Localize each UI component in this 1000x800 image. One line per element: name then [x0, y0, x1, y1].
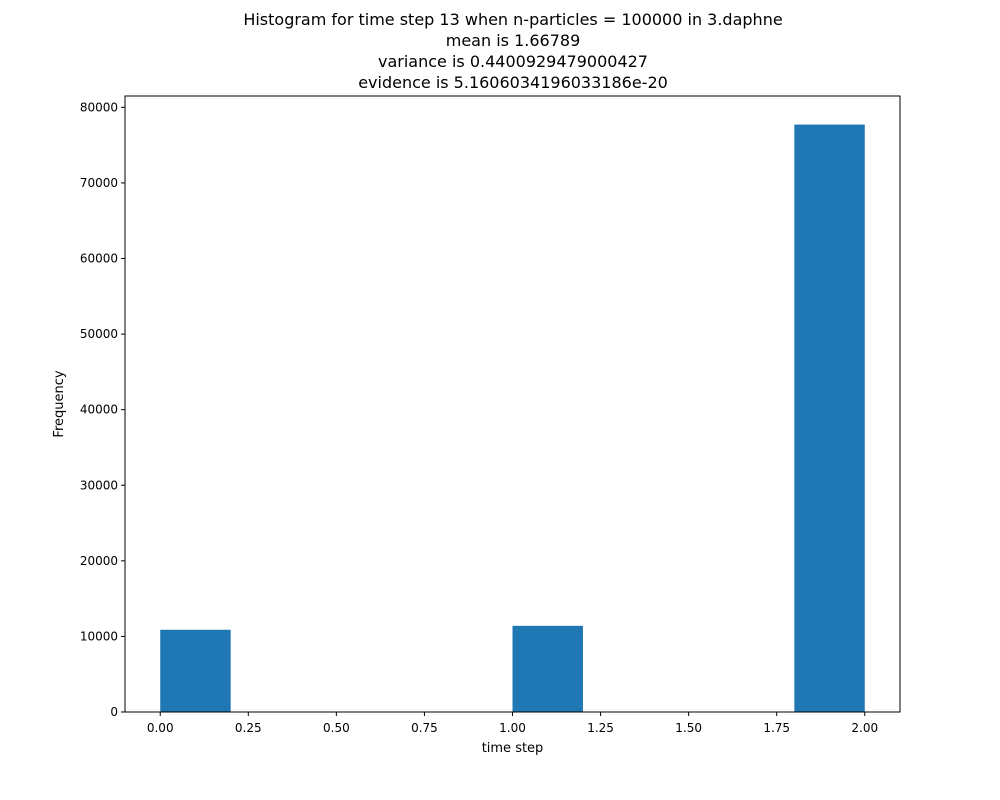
y-tick-label-7: 70000: [80, 176, 118, 190]
x-tick-label-8: 2.00: [851, 721, 878, 735]
x-tick-label-6: 1.50: [675, 721, 702, 735]
x-tick-label-5: 1.25: [587, 721, 614, 735]
title-line-1: Histogram for time step 13 when n-partic…: [243, 10, 782, 29]
x-tick-label-0: 0.00: [147, 721, 174, 735]
y-tick-label-8: 80000: [80, 100, 118, 114]
x-tick-label-1: 0.25: [235, 721, 262, 735]
histogram-bars: [160, 124, 865, 712]
x-axis-ticks: 0.00 0.25 0.50 0.75 1.00 1.25 1.50 1.75 2.00: [147, 712, 878, 735]
y-tick-label-2: 20000: [80, 554, 118, 568]
histogram-bar-0: [160, 629, 231, 712]
y-tick-label-4: 40000: [80, 403, 118, 417]
x-tick-label-7: 1.75: [763, 721, 790, 735]
y-axis-label: Frequency: [52, 370, 67, 437]
y-tick-label-3: 30000: [80, 478, 118, 492]
x-tick-label-2: 0.50: [323, 721, 350, 735]
y-tick-label-6: 60000: [80, 252, 118, 266]
plot-area-frame: [124, 95, 901, 713]
y-tick-label-0: 0: [110, 705, 118, 719]
y-tick-label-5: 50000: [80, 327, 118, 341]
x-tick-label-4: 1.00: [499, 721, 526, 735]
histogram-bar-5: [512, 625, 583, 712]
histogram-bar-9: [794, 124, 865, 712]
y-axis-ticks: 0 10000 20000 30000 40000 50000 60000 70000 8000…: [80, 100, 125, 719]
y-tick-label-1: 10000: [80, 629, 118, 643]
title-line-2: mean is 1.66789: [446, 31, 581, 50]
title-line-3: variance is 0.4400929479000427: [378, 52, 648, 71]
title-line-4: evidence is 5.1606034196033186e-20: [358, 73, 668, 92]
chart-title: Histogram for time step 13 when n-partic…: [243, 10, 782, 92]
x-axis-label: time step: [482, 741, 544, 756]
x-tick-label-3: 0.75: [411, 721, 438, 735]
